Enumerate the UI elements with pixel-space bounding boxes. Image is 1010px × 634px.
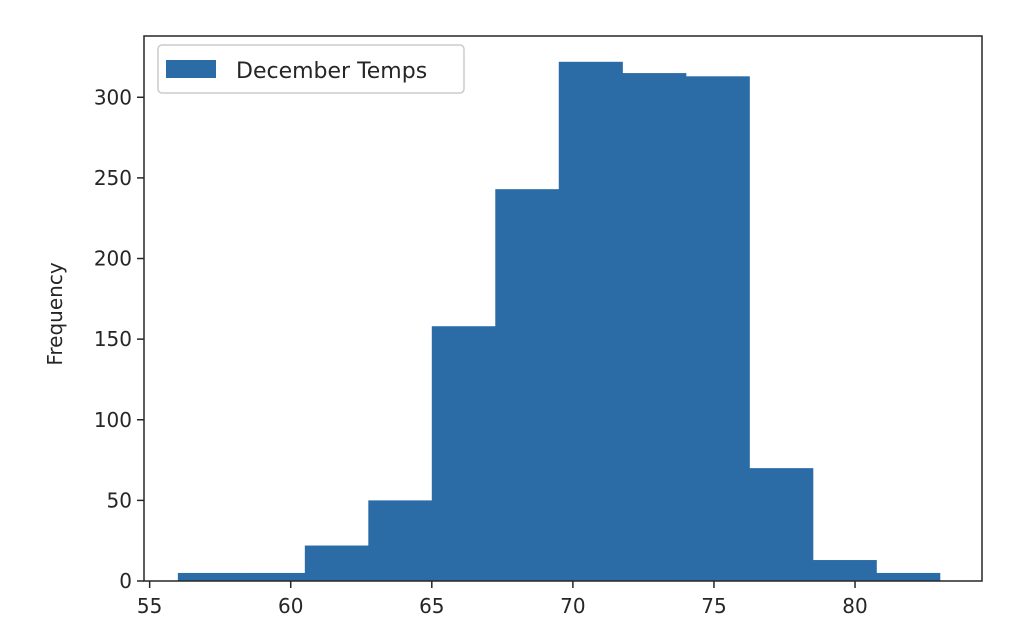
x-tick-label: 55: [137, 594, 162, 618]
x-tick-label: 80: [842, 594, 867, 618]
histogram-bar: [685, 76, 750, 581]
y-tick-label: 300: [94, 85, 132, 109]
histogram-bar: [177, 572, 242, 581]
y-axis-label: Frequency: [43, 262, 67, 365]
legend-label: December Temps: [236, 59, 427, 84]
x-tick-label: 75: [701, 594, 726, 618]
y-tick-label: 50: [107, 488, 132, 512]
histogram-bar: [622, 73, 687, 581]
y-tick-label: 150: [94, 327, 132, 351]
plot-frame: [143, 35, 983, 582]
histogram-bar: [495, 189, 560, 581]
y-tick-label: 200: [94, 247, 132, 271]
histogram-bar: [241, 572, 306, 581]
histogram-bar: [812, 560, 877, 581]
x-axis-ticks: 55 60 65 70 75 80: [137, 581, 868, 618]
x-tick-label: 60: [278, 594, 303, 618]
legend-box: [157, 44, 465, 94]
histogram-bar: [558, 61, 623, 581]
histogram-bars: [177, 61, 941, 581]
y-tick-label: 0: [119, 569, 132, 593]
histogram-bar: [304, 545, 369, 581]
legend-swatch: [166, 60, 216, 78]
histogram-bar: [431, 326, 496, 581]
y-axis-ticks: 0 50 100 150 200 250 300: [94, 85, 144, 593]
x-tick-label: 65: [419, 594, 444, 618]
histogram-bar: [368, 500, 433, 581]
legend[interactable]: December Temps: [157, 44, 465, 94]
y-tick-label: 250: [94, 166, 132, 190]
histogram-bar: [749, 468, 814, 581]
x-tick-label: 70: [560, 594, 585, 618]
y-tick-label: 100: [94, 408, 132, 432]
histogram-bar: [876, 572, 941, 581]
